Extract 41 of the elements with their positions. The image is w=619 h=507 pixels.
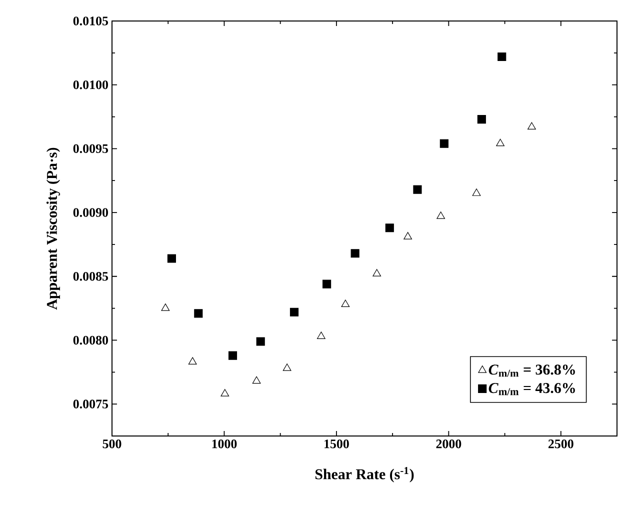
point xyxy=(350,249,360,258)
y-tick-label: 0.0105 xyxy=(73,16,108,26)
point xyxy=(322,280,332,288)
x-tick-label: 2500 xyxy=(548,440,574,448)
legend-label: C$_{m/m}$ = 43.6% xyxy=(488,382,575,396)
x-tick-label: 1000 xyxy=(212,440,237,448)
point xyxy=(404,232,412,240)
point xyxy=(341,300,350,308)
point xyxy=(161,304,170,311)
point xyxy=(385,224,394,232)
point xyxy=(528,122,536,130)
point xyxy=(228,351,238,360)
point xyxy=(498,52,506,62)
point xyxy=(372,269,382,276)
point xyxy=(256,337,265,346)
point xyxy=(188,357,197,364)
point xyxy=(252,376,261,384)
point xyxy=(472,188,481,196)
y-tick-label: 0.0085 xyxy=(73,272,108,281)
point xyxy=(290,308,299,316)
point xyxy=(220,389,230,396)
point xyxy=(496,138,504,146)
x-tick-label: 1500 xyxy=(324,440,349,448)
point xyxy=(167,254,176,263)
y-tick-label: 0.0075 xyxy=(73,400,108,408)
x-axis-title: Shear Rate (s$^{-1}$) xyxy=(315,467,414,482)
point xyxy=(282,364,292,371)
x-tick-label: 500 xyxy=(102,440,122,448)
point xyxy=(436,212,445,219)
point xyxy=(317,332,326,339)
point xyxy=(477,115,486,124)
legend-label: C$_{m/m}$ = 36.8% xyxy=(488,364,575,377)
y-tick-label: 0.0100 xyxy=(73,80,108,90)
point xyxy=(194,309,203,318)
point xyxy=(440,139,448,148)
y-tick-label: 0.0095 xyxy=(73,144,108,154)
x-tick-label: 2000 xyxy=(436,440,462,448)
y-tick-label: 0.0080 xyxy=(73,336,108,345)
y-tick-label: 0.0090 xyxy=(73,208,108,217)
y-axis-title: Apparent Viscosity (Pa·s) xyxy=(46,148,60,310)
point xyxy=(413,185,422,194)
